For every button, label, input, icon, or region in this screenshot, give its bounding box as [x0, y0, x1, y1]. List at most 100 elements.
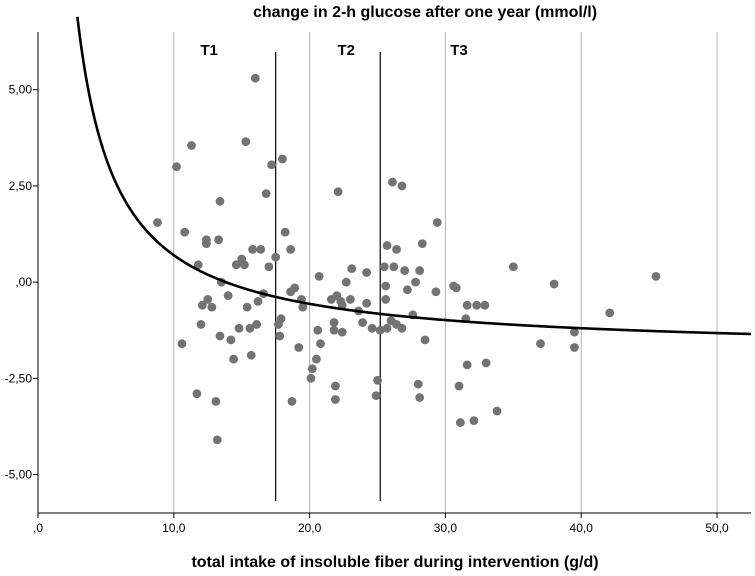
tertile-labels: T1 T2 T3	[200, 42, 467, 59]
data-point	[202, 235, 211, 245]
data-points	[153, 73, 661, 445]
tertile-label: T2	[338, 42, 356, 59]
data-point	[472, 300, 482, 310]
plot-frame	[37, 32, 751, 514]
data-point	[287, 397, 297, 406]
data-point	[214, 235, 224, 245]
data-point	[242, 302, 252, 312]
data-point	[207, 302, 217, 312]
data-point	[234, 323, 244, 333]
data-point	[415, 393, 425, 402]
y-tick-label: 5,00	[9, 83, 33, 97]
data-point	[241, 137, 251, 147]
axis-ticks: 5,00 2,50 ,00 -2,50 -5,00 ,0 10,0 20,0 30,0 40,0 5…	[5, 83, 729, 535]
data-point	[605, 308, 615, 318]
data-point	[253, 296, 263, 306]
data-point	[331, 395, 340, 404]
x-tick-label: 20,0	[298, 521, 322, 535]
data-point	[246, 350, 256, 360]
x-tick-label: ,0	[33, 521, 43, 535]
data-point	[411, 277, 420, 287]
data-point	[329, 318, 339, 327]
data-point	[492, 406, 502, 416]
data-point	[250, 73, 260, 83]
data-point	[177, 339, 187, 349]
data-point	[570, 343, 579, 352]
x-tick-label: 10,0	[162, 521, 186, 535]
data-point	[316, 339, 325, 349]
y-tick-label: -5,00	[5, 468, 33, 482]
data-point	[415, 266, 425, 275]
data-point	[431, 287, 441, 297]
data-point	[397, 181, 407, 191]
data-point	[172, 162, 181, 172]
data-point	[379, 262, 389, 272]
data-point	[256, 245, 266, 254]
data-point	[294, 343, 304, 352]
data-point	[480, 300, 490, 310]
data-point	[455, 418, 465, 427]
data-point	[432, 218, 442, 227]
data-point	[403, 285, 412, 295]
data-point	[570, 327, 579, 337]
data-point	[252, 320, 262, 329]
data-point	[345, 295, 355, 304]
x-axis-title: total intake of insoluble fiber during i…	[191, 554, 598, 571]
x-tick-label: 50,0	[705, 521, 729, 535]
y-tick-label: ,00	[15, 275, 32, 289]
fit-curve	[76, 16, 752, 336]
x-tick-label: 40,0	[570, 521, 594, 535]
data-point	[290, 283, 300, 293]
data-point	[373, 375, 382, 385]
data-point	[306, 373, 316, 383]
data-point	[451, 283, 461, 293]
data-point	[381, 281, 391, 291]
data-point	[229, 354, 238, 364]
data-point	[314, 271, 324, 281]
data-point	[371, 391, 381, 401]
data-point	[153, 218, 162, 227]
data-point	[261, 189, 271, 199]
data-point	[275, 331, 285, 341]
data-point	[203, 295, 213, 304]
data-point	[358, 318, 367, 327]
data-point	[347, 264, 357, 274]
data-point	[392, 245, 401, 254]
data-point	[337, 327, 347, 337]
y-tick-label: 2,50	[9, 179, 33, 193]
data-point	[462, 300, 472, 310]
data-point	[312, 354, 321, 364]
data-point	[337, 300, 347, 310]
data-point	[382, 241, 392, 250]
grid-lines	[173, 32, 718, 513]
chart-title: change in 2-h glucose after one year (mm…	[253, 4, 597, 21]
data-point	[223, 291, 233, 300]
data-point	[389, 262, 399, 272]
data-point	[248, 245, 257, 254]
data-point	[192, 389, 202, 399]
data-point	[651, 271, 661, 281]
data-point	[413, 379, 423, 389]
data-point	[197, 300, 207, 310]
data-point	[307, 364, 317, 374]
data-point	[276, 314, 286, 324]
data-point	[341, 277, 351, 287]
data-point	[226, 335, 236, 345]
data-point	[298, 302, 308, 312]
data-point	[481, 358, 491, 368]
data-point	[211, 397, 221, 406]
data-point	[397, 323, 407, 333]
data-point	[381, 295, 391, 304]
data-point	[508, 262, 518, 272]
data-point	[382, 323, 392, 333]
data-point	[367, 323, 377, 333]
data-point	[388, 177, 397, 187]
data-point	[264, 262, 274, 272]
data-point	[333, 187, 343, 197]
x-tick-label: 30,0	[434, 521, 458, 535]
data-point	[462, 360, 472, 370]
data-point	[245, 323, 255, 333]
tertile-label: T3	[450, 42, 468, 59]
data-point	[240, 260, 249, 270]
